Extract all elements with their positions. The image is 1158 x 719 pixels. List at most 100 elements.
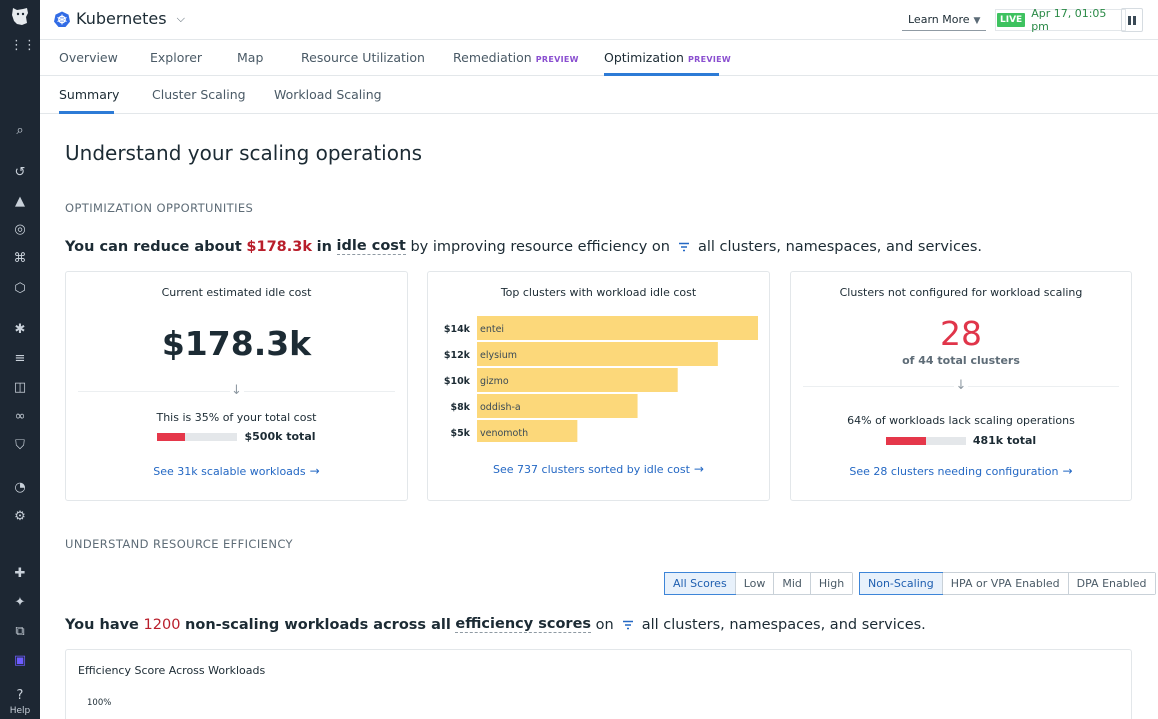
filter-dpa[interactable]: DPA Enabled xyxy=(1067,573,1155,594)
watchdog-icon[interactable]: ⌘ xyxy=(13,251,27,266)
workloads-meter: 481k total xyxy=(791,434,1131,447)
card-idle-cost: Current estimated idle cost $178.3k ↓ Th… xyxy=(65,271,408,501)
preview-badge: PREVIEW xyxy=(535,55,579,64)
workload-count: 1200 xyxy=(143,616,181,633)
idle-amount: $178.3k xyxy=(246,238,313,255)
card-title: Current estimated idle cost xyxy=(161,286,312,299)
idle-share-text: This is 35% of your total cost xyxy=(156,411,317,424)
bar-elysium[interactable] xyxy=(477,342,718,366)
time-range-text: Apr 17, 01:05 pm xyxy=(1031,7,1107,33)
tab-remediation[interactable]: Remediation PREVIEW xyxy=(453,50,579,65)
filter-hpa-vpa[interactable]: HPA or VPA Enabled xyxy=(941,573,1068,594)
scope-filter[interactable]: all clusters, namespaces, and services. xyxy=(641,616,926,633)
card-title: Clusters not configured for workload sca… xyxy=(839,286,1083,299)
clusters-sorted-link[interactable]: See 737 clusters sorted by idle cost → xyxy=(493,462,704,476)
logs-icon[interactable]: ≡ xyxy=(14,351,26,366)
infrastructure-icon[interactable]: ⬡ xyxy=(14,281,26,296)
efficiency-summary: You have 1200 non-scaling workloads acro… xyxy=(65,616,926,633)
filter-low[interactable]: Low xyxy=(734,573,774,594)
filter-mid[interactable]: Mid xyxy=(773,573,810,594)
security-icon[interactable]: ⛉ xyxy=(15,438,25,453)
bar-category-label: elysium xyxy=(480,350,517,361)
apps-grid-icon[interactable]: ⋮⋮ xyxy=(10,38,36,53)
secondary-tabs: Summary Cluster Scaling Workload Scaling xyxy=(40,76,1158,114)
filter-all-scores[interactable]: All Scores xyxy=(664,572,736,595)
total-cost-meter: $500k total xyxy=(66,430,407,443)
service-mgmt-icon[interactable]: ⧉ xyxy=(15,624,25,639)
app-title: Kubernetes xyxy=(76,9,167,28)
bar-value-label: $5k xyxy=(450,428,470,439)
unconfigured-count: 28 xyxy=(940,314,982,353)
bar-category-label: gizmo xyxy=(480,376,509,387)
performance-icon[interactable]: ◔ xyxy=(14,480,26,495)
tab-explorer[interactable]: Explorer xyxy=(150,50,203,65)
bar-value-label: $10k xyxy=(444,376,471,387)
clusters-config-link[interactable]: See 28 clusters needing configuration → xyxy=(849,464,1073,478)
arrow-right-icon: → xyxy=(693,462,704,476)
bar-category-label: oddish-a xyxy=(480,402,521,413)
top-header: Kubernetes ⌵ Learn More ▼ LIVE Apr 17, 01… xyxy=(40,0,1158,40)
bar-gizmo[interactable] xyxy=(477,368,678,392)
y-axis-top-label: 100% xyxy=(87,698,112,708)
tab-optimization[interactable]: Optimization PREVIEW xyxy=(604,50,732,65)
idle-cost-term[interactable]: idle cost xyxy=(336,238,406,255)
bar-value-label: $8k xyxy=(450,402,470,413)
section-label-opportunities: OPTIMIZATION OPPORTUNITIES xyxy=(65,201,254,215)
meter-fill xyxy=(157,432,186,441)
pause-icon xyxy=(1128,15,1131,25)
help-label[interactable]: Help xyxy=(9,706,31,716)
learn-more-dropdown[interactable]: Learn More ▼ xyxy=(902,9,987,31)
page-title: Understand your scaling operations xyxy=(65,141,423,165)
preview-badge: PREVIEW xyxy=(687,55,732,64)
help-icon[interactable]: ? xyxy=(16,688,24,703)
scalable-workloads-link[interactable]: See 31k scalable workloads → xyxy=(153,464,320,478)
app-switcher[interactable]: Kubernetes ⌵ xyxy=(54,9,185,28)
meter-fill xyxy=(885,436,926,445)
subtab-summary[interactable]: Summary xyxy=(59,87,120,102)
subtab-cluster-scaling[interactable]: Cluster Scaling xyxy=(152,87,246,102)
monitors-icon[interactable]: ◎ xyxy=(14,222,26,237)
search-icon[interactable]: ⌕ xyxy=(16,123,24,138)
active-tab-indicator xyxy=(604,73,719,76)
chevron-down-icon[interactable]: ⌵ xyxy=(176,11,185,25)
time-range-picker[interactable]: LIVE Apr 17, 01:05 pm xyxy=(995,7,1126,33)
filter-icon[interactable] xyxy=(622,619,634,631)
bar-entei[interactable] xyxy=(477,316,758,340)
datadog-logo-icon[interactable] xyxy=(8,4,32,28)
tab-resource-utilization[interactable]: Resource Utilization xyxy=(301,50,425,65)
pause-button[interactable] xyxy=(1121,8,1143,32)
user-avatar-icon[interactable]: ▣ xyxy=(13,653,27,668)
top-clusters-bar-chart: $14k entei $12k elysium $10k gizmo $8k oddish-a… xyxy=(444,316,758,442)
dashboards-icon[interactable]: ▲ xyxy=(15,194,25,209)
learn-more-label: Learn More xyxy=(908,13,970,26)
apm-icon[interactable]: ✱ xyxy=(14,322,26,337)
integrations-icon[interactable]: ∞ xyxy=(14,409,26,424)
card-title: Top clusters with workload idle cost xyxy=(500,286,697,299)
left-nav: ⋮⋮ ⌕ ↺ ▲ ◎ ⌘ ⬡ ✱ ≡ ◫ ∞ ⛉ ◔ ⚙ ✚ ✦ ⧉ ▣ ? H… xyxy=(0,0,40,719)
bar-oddish-a[interactable] xyxy=(477,394,638,418)
scope-filter[interactable]: all clusters, namespaces, and services. xyxy=(697,238,983,255)
tab-map[interactable]: Map xyxy=(237,50,264,65)
arrow-right-icon: → xyxy=(309,464,320,478)
extensions-icon[interactable]: ✚ xyxy=(14,566,26,581)
card-unconfigured-clusters: Clusters not configured for workload sca… xyxy=(790,271,1132,501)
arrow-down-icon: ↓ xyxy=(954,378,968,393)
pipelines-icon[interactable]: ◫ xyxy=(13,380,27,395)
bar-venomoth[interactable] xyxy=(477,420,578,442)
history-icon[interactable]: ↺ xyxy=(14,165,26,180)
ai-icon[interactable]: ✦ xyxy=(14,595,26,610)
tab-overview[interactable]: Overview xyxy=(59,50,118,65)
subtab-workload-scaling[interactable]: Workload Scaling xyxy=(274,87,382,102)
bar-category-label: venomoth xyxy=(480,428,528,439)
primary-tabs: Overview Explorer Map Resource Utilizati… xyxy=(40,40,1158,76)
section-label-efficiency: UNDERSTAND RESOURCE EFFICIENCY xyxy=(65,537,293,551)
total-clusters-text: of 44 total clusters xyxy=(902,354,1020,367)
chart-title: Efficiency Score Across Workloads xyxy=(78,664,266,677)
efficiency-scores-term[interactable]: efficiency scores xyxy=(455,616,592,633)
filter-icon[interactable] xyxy=(678,241,690,253)
filter-non-scaling[interactable]: Non-Scaling xyxy=(859,572,943,595)
synthetics-icon[interactable]: ⚙ xyxy=(14,509,26,524)
active-subtab-indicator xyxy=(59,111,114,114)
arrow-down-icon: ↓ xyxy=(229,383,244,398)
filter-high[interactable]: High xyxy=(809,573,853,594)
